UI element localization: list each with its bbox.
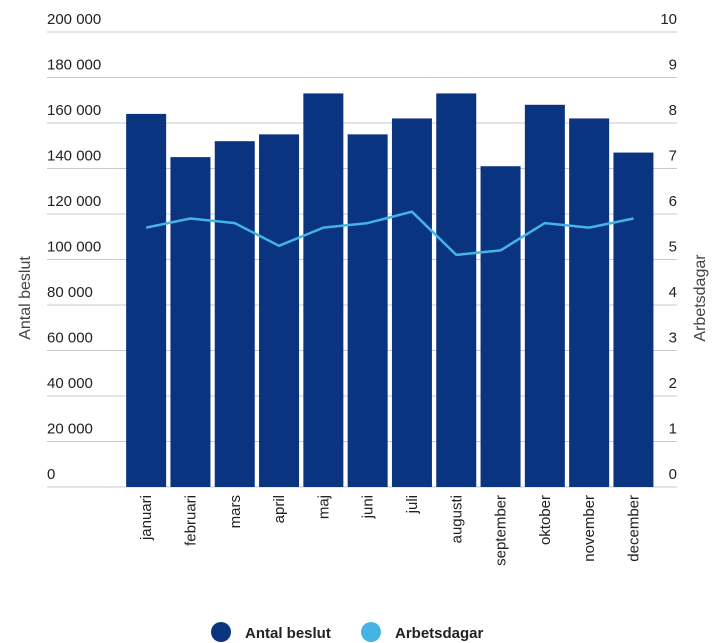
y-tick-label: 180 000	[47, 57, 101, 74]
category-labels: januari februari mars april maj juni juli augus…	[138, 495, 642, 566]
y-tick-label: 0	[47, 466, 55, 483]
y-tick-label: 40 000	[47, 375, 93, 392]
bar-juni	[347, 134, 388, 487]
y-tick-label: 100 000	[47, 239, 101, 256]
category-label: januari	[138, 495, 155, 541]
bar-november	[569, 118, 610, 487]
legend-marker-arbetsdagar	[361, 622, 381, 642]
y2-tick-label: 2	[669, 375, 677, 392]
bar-augusti	[436, 93, 477, 488]
y2-tick-label: 4	[669, 284, 677, 301]
y-tick-label: 20 000	[47, 421, 93, 438]
bar-december	[613, 152, 654, 487]
category-label: november	[581, 495, 598, 562]
category-label: oktober	[537, 495, 554, 545]
y-tick-label: 200 000	[47, 11, 101, 28]
legend: Antal beslut Arbetsdagar	[211, 622, 484, 642]
bar-april	[259, 134, 300, 487]
y2-tick-label: 7	[669, 148, 677, 165]
category-label: juni	[360, 495, 377, 519]
left-axis-title: Antal beslut	[17, 256, 34, 340]
bar-februari	[170, 157, 211, 487]
y-tick-label: 120 000	[47, 193, 101, 210]
bar-series	[126, 93, 654, 488]
y2-tick-label: 3	[669, 330, 677, 347]
y2-tick-label: 8	[669, 102, 677, 119]
y2-tick-label: 10	[660, 11, 677, 28]
category-label: april	[271, 495, 288, 523]
category-label: mars	[227, 495, 244, 528]
y-tick-label: 160 000	[47, 102, 101, 119]
y2-tick-label: 9	[669, 57, 677, 74]
legend-label-arbetsdagar: Arbetsdagar	[395, 625, 484, 642]
y-tick-label: 60 000	[47, 330, 93, 347]
y-tick-label: 80 000	[47, 284, 93, 301]
y2-tick-label: 5	[669, 239, 677, 256]
category-label: februari	[182, 495, 199, 546]
left-axis-tick-labels: 0 20 000 40 000 60 000 80 000 100 000 120 000 1…	[47, 11, 101, 483]
bar-maj	[303, 93, 344, 488]
bar-juli	[391, 118, 432, 487]
bar-januari	[126, 113, 167, 488]
right-axis-title: Arbetsdagar	[692, 254, 709, 342]
line-series	[145, 210, 634, 257]
y-tick-label: 140 000	[47, 148, 101, 165]
y2-tick-label: 0	[669, 466, 677, 483]
y2-tick-label: 6	[669, 193, 677, 210]
bar-mars	[214, 141, 255, 487]
bar-september	[480, 166, 521, 487]
bar-oktober	[524, 104, 565, 488]
y2-tick-label: 1	[669, 421, 677, 438]
category-label: maj	[315, 495, 332, 519]
category-label: augusti	[448, 495, 465, 543]
legend-marker-antal-beslut	[211, 622, 231, 642]
legend-label-antal-beslut: Antal beslut	[245, 625, 331, 642]
category-label: december	[625, 495, 642, 562]
category-label: juli	[404, 495, 421, 514]
right-axis-tick-labels: 0 1 2 3 4 5 6 7 8 9 10	[660, 11, 677, 483]
line-arbetsdagar	[145, 210, 634, 257]
category-label: september	[493, 495, 510, 566]
